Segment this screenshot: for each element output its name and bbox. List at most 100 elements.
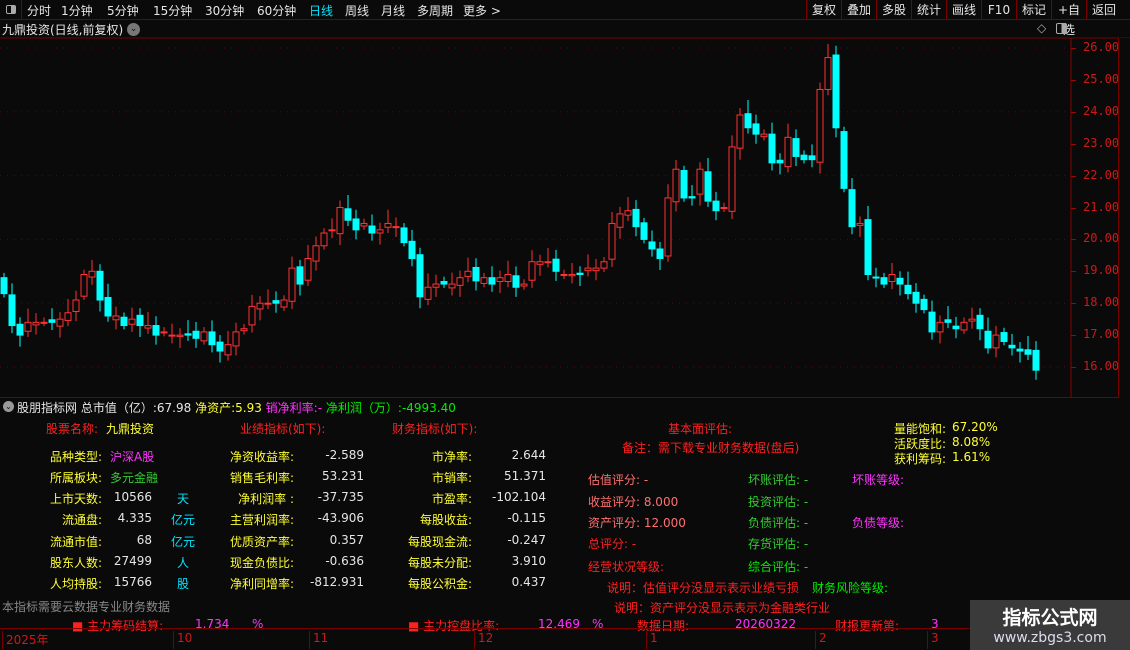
- candle-body: [448, 283, 456, 289]
- perf-value: -812.931: [310, 575, 364, 589]
- period-tab-7[interactable]: 周线: [345, 4, 370, 18]
- time-axis: 2025年 10 11 12 1 2 3: [0, 628, 1130, 650]
- info-unit: 股: [176, 577, 189, 591]
- candle-body: [880, 277, 888, 285]
- debt-grade: 负债等级:: [852, 516, 905, 530]
- score-item: 总评分: -: [588, 537, 637, 551]
- watermark: 指标公式网 www.zbgs3.com: [970, 600, 1130, 650]
- candle-body: [480, 277, 488, 284]
- candle-body: [848, 189, 856, 228]
- candle-body: [536, 261, 544, 265]
- note-2: 说明：资产评分没显示表示为金融类行业: [614, 601, 831, 615]
- candle-body: [952, 325, 960, 330]
- na-label: 净资产:: [195, 401, 236, 415]
- fin-label: 市盈率:: [431, 492, 472, 506]
- price-tick-label: 20.00: [1083, 231, 1120, 246]
- action-button-6[interactable]: 标记: [1016, 0, 1051, 20]
- candle-body: [424, 286, 432, 300]
- candle-body: [608, 222, 616, 260]
- candle-body: [584, 267, 592, 272]
- perf-value: -37.735: [317, 490, 364, 504]
- candle-body: [592, 267, 600, 272]
- ratio-value: 1.61%: [952, 450, 991, 464]
- candle-body: [528, 261, 536, 281]
- fund-note: 备注：需下载专业财务数据(盘后): [622, 441, 800, 455]
- layout-toggle-icon[interactable]: [0, 0, 22, 20]
- period-tab-10[interactable]: 更多 >: [463, 4, 501, 18]
- info-unit: 亿元: [170, 535, 195, 549]
- candle-body: [496, 277, 504, 283]
- candle-body: [760, 133, 768, 138]
- candle-body: [416, 254, 424, 298]
- chevron-down-icon[interactable]: ⌄: [127, 23, 140, 36]
- info-unit: 人: [176, 556, 189, 570]
- price-tick-label: 25.00: [1083, 71, 1120, 86]
- period-tab-1[interactable]: 1分钟: [61, 4, 93, 18]
- candle-body: [672, 168, 680, 203]
- ratio-label: 量能饱和:: [893, 422, 946, 436]
- period-tab-0[interactable]: 分时: [27, 4, 52, 18]
- ratio-value: 8.08%: [952, 435, 991, 449]
- action-button-4[interactable]: 画线: [946, 0, 981, 20]
- candle-body: [784, 136, 792, 168]
- candle-body: [632, 208, 640, 228]
- candle-body: [216, 341, 224, 352]
- candle-body: [248, 305, 256, 326]
- candle-body: [840, 131, 848, 189]
- period-tab-4[interactable]: 30分钟: [205, 4, 245, 18]
- candle-body: [936, 321, 944, 333]
- action-button-1[interactable]: 叠加: [841, 0, 876, 20]
- candle-body: [704, 171, 712, 202]
- action-button-5[interactable]: F10: [981, 0, 1016, 20]
- candle-body: [440, 281, 448, 285]
- candle-body: [736, 114, 744, 149]
- candle-body: [256, 302, 264, 310]
- score-item: 经营状况等级:: [588, 560, 665, 574]
- price-tick-label: 21.00: [1083, 199, 1120, 214]
- action-button-0[interactable]: 复权: [806, 0, 841, 20]
- eval-item: 投资评估: -: [748, 495, 809, 509]
- period-tab-8[interactable]: 月线: [381, 4, 406, 18]
- candle-body: [16, 323, 24, 336]
- candle-body: [776, 159, 784, 164]
- update-value: 3: [931, 617, 939, 631]
- candle-body: [208, 331, 216, 346]
- price-tick: [1071, 367, 1076, 368]
- month-label: 2: [815, 631, 827, 649]
- candle-body: [544, 261, 552, 264]
- candle-body: [232, 331, 240, 347]
- period-tab-9[interactable]: 多周期: [417, 4, 454, 18]
- candlestick-chart[interactable]: [0, 21, 1130, 397]
- candle-body: [968, 318, 976, 322]
- eval-item: 坏账评估: -: [748, 473, 809, 487]
- indicator-name: 股朋指标网: [17, 401, 78, 415]
- candle-body: [328, 229, 336, 232]
- action-button-8[interactable]: 返回: [1086, 0, 1121, 20]
- score-item: 估值评分: -: [588, 473, 649, 487]
- period-tab-3[interactable]: 15分钟: [153, 4, 193, 18]
- candle-body: [712, 200, 720, 212]
- candle-body: [120, 316, 128, 327]
- stock-name: 九鼎投资: [106, 422, 155, 436]
- candle-body: [336, 207, 344, 235]
- action-button-2[interactable]: 多股: [876, 0, 911, 20]
- diamond-icon[interactable]: ◇: [1037, 21, 1047, 35]
- action-button-3[interactable]: 统计: [911, 0, 946, 20]
- price-tick: [1071, 175, 1076, 177]
- candle-body: [728, 146, 736, 212]
- collapse-icon[interactable]: ⌄: [3, 401, 14, 412]
- perf-title: 业绩指标(如下):: [240, 422, 326, 436]
- chip-pct: %: [252, 617, 264, 631]
- period-tab-5[interactable]: 60分钟: [257, 4, 297, 18]
- candle-body: [192, 330, 200, 339]
- price-tick: [1071, 335, 1076, 337]
- action-button-7[interactable]: +自选: [1051, 0, 1086, 37]
- perf-value: -2.589: [325, 448, 364, 462]
- panel-toggle-icon[interactable]: [1056, 23, 1067, 34]
- candle-body: [136, 314, 144, 327]
- period-tab-2[interactable]: 5分钟: [107, 4, 139, 18]
- score-item: 资产评分: 12.000: [588, 516, 686, 530]
- period-tab-6[interactable]: 日线: [309, 4, 334, 18]
- candle-body: [912, 291, 920, 304]
- price-tick: [1071, 111, 1076, 113]
